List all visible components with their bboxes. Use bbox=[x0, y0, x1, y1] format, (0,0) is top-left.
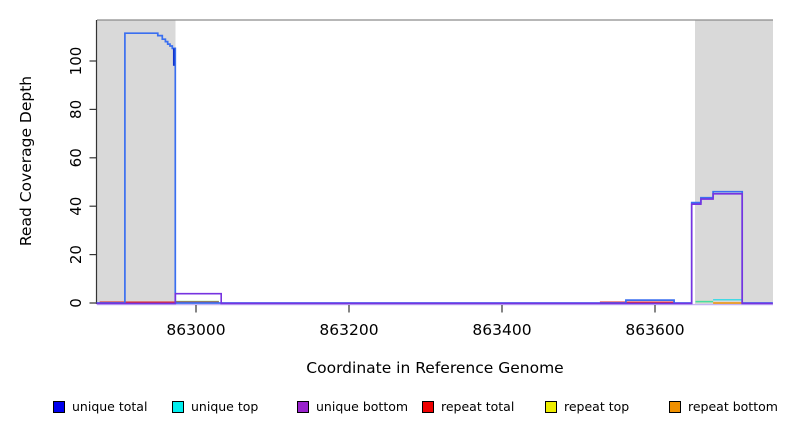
unique-top-swatch-icon bbox=[172, 401, 184, 413]
legend-label: unique top bbox=[191, 399, 259, 414]
legend-label: unique total bbox=[72, 399, 148, 414]
legend-label: repeat top bbox=[564, 399, 630, 414]
legend-item-unique-top: unique top bbox=[172, 398, 258, 416]
y-tick-label: 60 bbox=[67, 148, 85, 167]
highlight-region bbox=[96, 20, 176, 305]
y-tick-label: 20 bbox=[67, 245, 85, 264]
legend-label: repeat total bbox=[441, 399, 515, 414]
x-tick-label: 863200 bbox=[319, 321, 378, 339]
legend-item-repeat-bottom: repeat bottom bbox=[669, 398, 778, 416]
legend-item-unique-bottom: unique bottom bbox=[297, 398, 408, 416]
repeat-total-swatch-icon bbox=[422, 401, 434, 413]
x-tick-label: 863400 bbox=[472, 321, 531, 339]
unique-bottom-swatch-icon bbox=[297, 401, 309, 413]
series-unique-total bbox=[96, 32, 773, 304]
repeat-top-swatch-icon bbox=[545, 401, 557, 413]
y-tick-label: 100 bbox=[67, 47, 85, 76]
y-tick-label: 0 bbox=[67, 298, 85, 308]
x-tick-label: 863000 bbox=[166, 321, 225, 339]
legend: unique total unique top unique bottom re… bbox=[0, 398, 792, 420]
highlight-region bbox=[694, 20, 773, 305]
repeat-bottom-swatch-icon bbox=[669, 401, 681, 413]
y-axis-label: Read Coverage Depth bbox=[17, 76, 35, 246]
legend-label: repeat bottom bbox=[688, 399, 778, 414]
highlight-regions bbox=[96, 20, 773, 305]
x-axis-label: Coordinate in Reference Genome bbox=[306, 359, 563, 377]
x-axis-ticks: 863000 863200 863400 863600 bbox=[166, 305, 685, 339]
y-axis-ticks: 0 20 40 60 80 100 bbox=[67, 47, 97, 308]
y-tick-label: 80 bbox=[67, 100, 85, 119]
legend-item-repeat-total: repeat total bbox=[422, 398, 514, 416]
x-tick-label: 863600 bbox=[625, 321, 684, 339]
data-series bbox=[96, 32, 773, 305]
legend-item-repeat-top: repeat top bbox=[545, 398, 629, 416]
y-tick-label: 40 bbox=[67, 197, 85, 216]
legend-item-unique-total: unique total bbox=[53, 398, 147, 416]
unique-total-swatch-icon bbox=[53, 401, 65, 413]
series-unique-bottom bbox=[96, 193, 773, 305]
legend-label: unique bottom bbox=[316, 399, 409, 414]
